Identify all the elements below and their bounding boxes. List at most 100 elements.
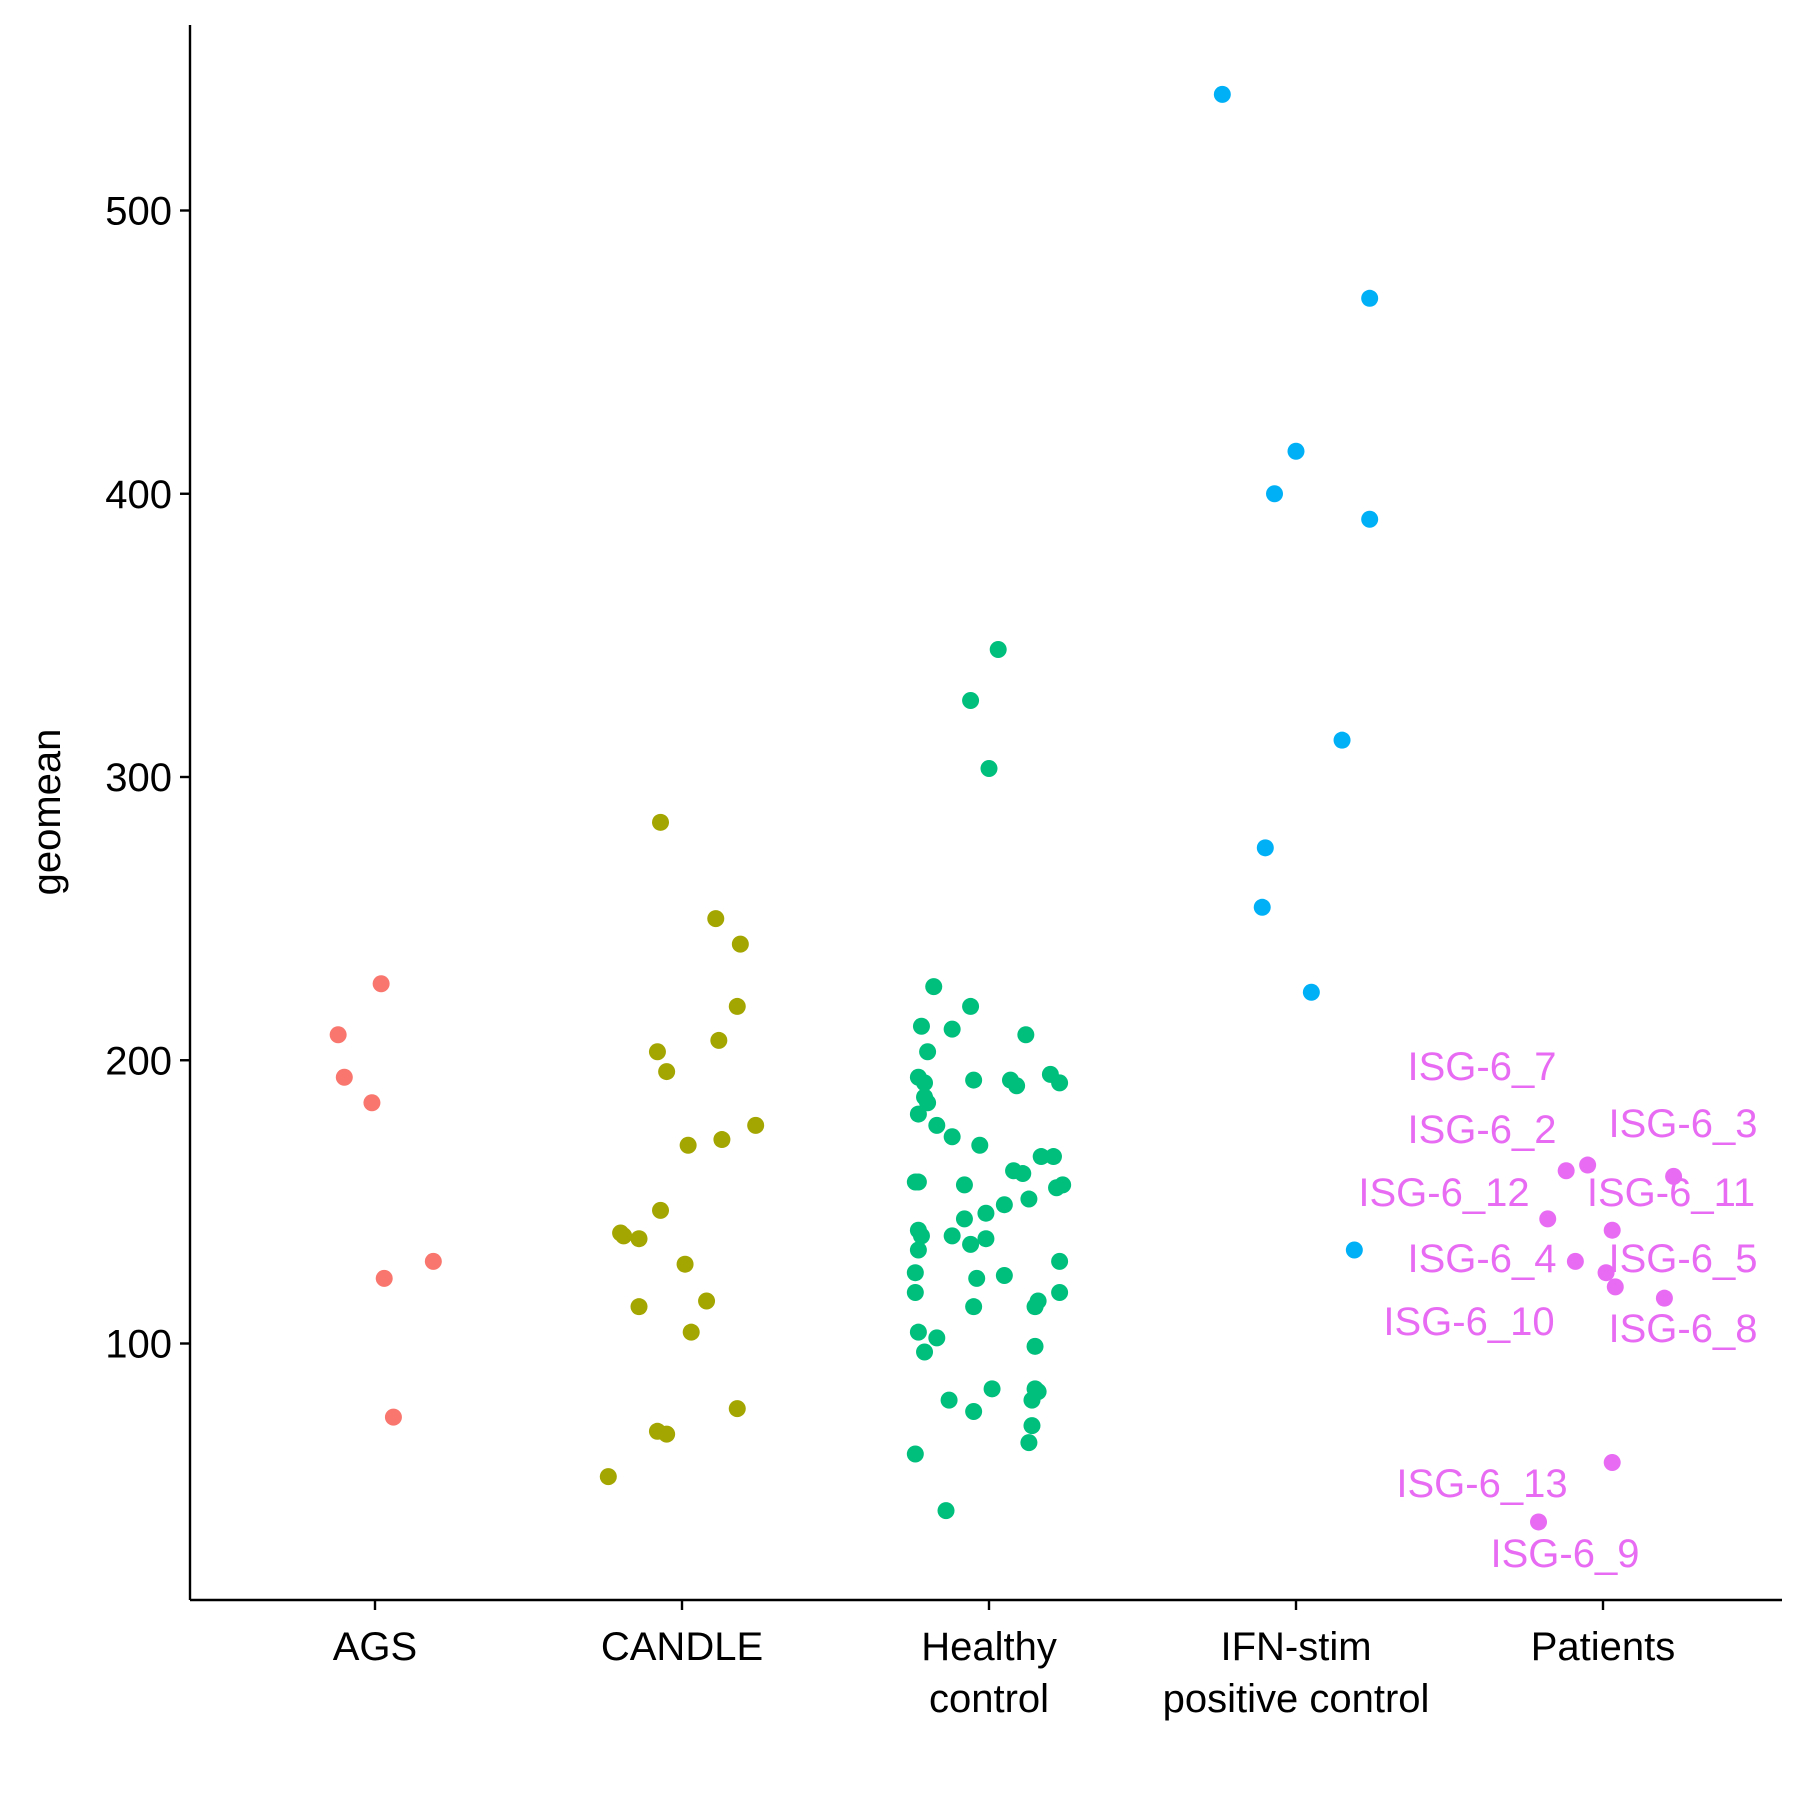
- data-point: [962, 692, 980, 710]
- data-point: [965, 1402, 983, 1420]
- data-point: [965, 1071, 983, 1089]
- data-point: [1597, 1264, 1615, 1282]
- data-point: [676, 1255, 694, 1273]
- x-tick-label: Healthy: [921, 1625, 1057, 1669]
- data-point: [329, 1026, 347, 1044]
- point-label: ISG-6_2: [1408, 1108, 1557, 1152]
- data-point: [906, 1445, 924, 1463]
- x-tick-label: Patients: [1531, 1625, 1676, 1669]
- data-point: [1256, 839, 1274, 857]
- data-point: [995, 1196, 1013, 1214]
- data-point: [1026, 1298, 1044, 1316]
- data-point: [1579, 1156, 1597, 1174]
- data-point: [1266, 485, 1284, 503]
- data-point: [906, 1284, 924, 1302]
- data-point: [1044, 1148, 1062, 1166]
- data-point: [1361, 510, 1379, 528]
- y-tick-label: 100: [105, 1323, 172, 1367]
- data-point: [652, 1201, 670, 1219]
- data-point: [1655, 1289, 1673, 1307]
- data-point: [335, 1068, 353, 1086]
- data-point: [919, 1043, 937, 1061]
- data-point: [965, 1298, 983, 1316]
- point-label: ISG-6_9: [1491, 1532, 1640, 1576]
- data-point: [955, 1176, 973, 1194]
- data-point: [682, 1323, 700, 1341]
- data-point: [615, 1227, 633, 1245]
- data-point: [1026, 1337, 1044, 1355]
- data-point: [1213, 85, 1231, 103]
- y-tick-label: 200: [105, 1039, 172, 1083]
- data-point: [652, 813, 670, 831]
- data-point: [363, 1094, 381, 1112]
- x-tick-label: AGS: [333, 1625, 417, 1669]
- data-point: [1566, 1252, 1584, 1270]
- data-point: [906, 1264, 924, 1282]
- data-point: [909, 1173, 927, 1191]
- data-point: [943, 1128, 961, 1146]
- data-point: [728, 1400, 746, 1418]
- data-point: [1020, 1434, 1038, 1452]
- data-point: [1333, 731, 1351, 749]
- data-point: [1557, 1162, 1575, 1180]
- data-point: [912, 1017, 930, 1035]
- data-point: [995, 1267, 1013, 1285]
- x-tick-label: positive control: [1163, 1677, 1430, 1721]
- data-point: [940, 1391, 958, 1409]
- data-point: [1361, 289, 1379, 307]
- data-point: [919, 1094, 937, 1112]
- data-point: [1023, 1391, 1041, 1409]
- data-point: [372, 975, 390, 993]
- data-point: [424, 1252, 442, 1270]
- data-point: [1023, 1417, 1041, 1435]
- data-point: [679, 1136, 697, 1154]
- x-tick-label: IFN-stim: [1220, 1625, 1371, 1669]
- data-point: [916, 1074, 934, 1092]
- data-point: [1345, 1241, 1363, 1259]
- data-point: [928, 1329, 946, 1347]
- data-point: [1302, 983, 1320, 1001]
- data-point: [1051, 1284, 1069, 1302]
- data-point: [916, 1343, 934, 1361]
- data-point: [1603, 1453, 1621, 1471]
- data-point: [1008, 1077, 1026, 1095]
- data-point: [983, 1380, 1001, 1398]
- data-point: [1054, 1176, 1072, 1194]
- data-point: [1606, 1278, 1624, 1296]
- data-point: [943, 1020, 961, 1038]
- data-point: [909, 1323, 927, 1341]
- data-point: [955, 1210, 973, 1228]
- data-point: [977, 1204, 995, 1222]
- point-labels: ISG-6_7 ISG-6_2 ISG-6_3 ISG-6_12 ISG-6_11 ISG…: [1358, 1045, 1757, 1576]
- data-point: [925, 978, 943, 996]
- data-point: [710, 1031, 728, 1049]
- x-ticks: AGS CANDLE Healthy control IFN-stim positive …: [333, 1600, 1676, 1721]
- data-point: [971, 1136, 989, 1154]
- data-point: [630, 1298, 648, 1316]
- data-point: [962, 997, 980, 1015]
- data-point: [937, 1502, 955, 1520]
- data-point: [1530, 1513, 1548, 1531]
- data-point: [698, 1292, 716, 1310]
- data-point: [728, 997, 746, 1015]
- point-label: ISG-6_11: [1587, 1171, 1755, 1215]
- x-tick-label: CANDLE: [601, 1625, 763, 1669]
- data-point: [912, 1227, 930, 1245]
- y-tick-label: 500: [105, 190, 172, 234]
- y-axis-title: geomean: [25, 729, 69, 896]
- data-point: [384, 1408, 402, 1426]
- data-point: [658, 1063, 676, 1081]
- data-point: [909, 1105, 927, 1123]
- data-point: [658, 1425, 676, 1443]
- data-point: [1665, 1167, 1683, 1185]
- point-label: ISG-6_3: [1609, 1102, 1758, 1146]
- point-label: ISG-6_13: [1396, 1462, 1567, 1506]
- data-point: [1051, 1252, 1069, 1270]
- data-point: [968, 1269, 986, 1287]
- data-point: [943, 1227, 961, 1245]
- data-point: [1051, 1074, 1069, 1092]
- data-point: [713, 1131, 731, 1149]
- point-label: ISG-6_10: [1383, 1300, 1554, 1344]
- axes: [188, 25, 1782, 1602]
